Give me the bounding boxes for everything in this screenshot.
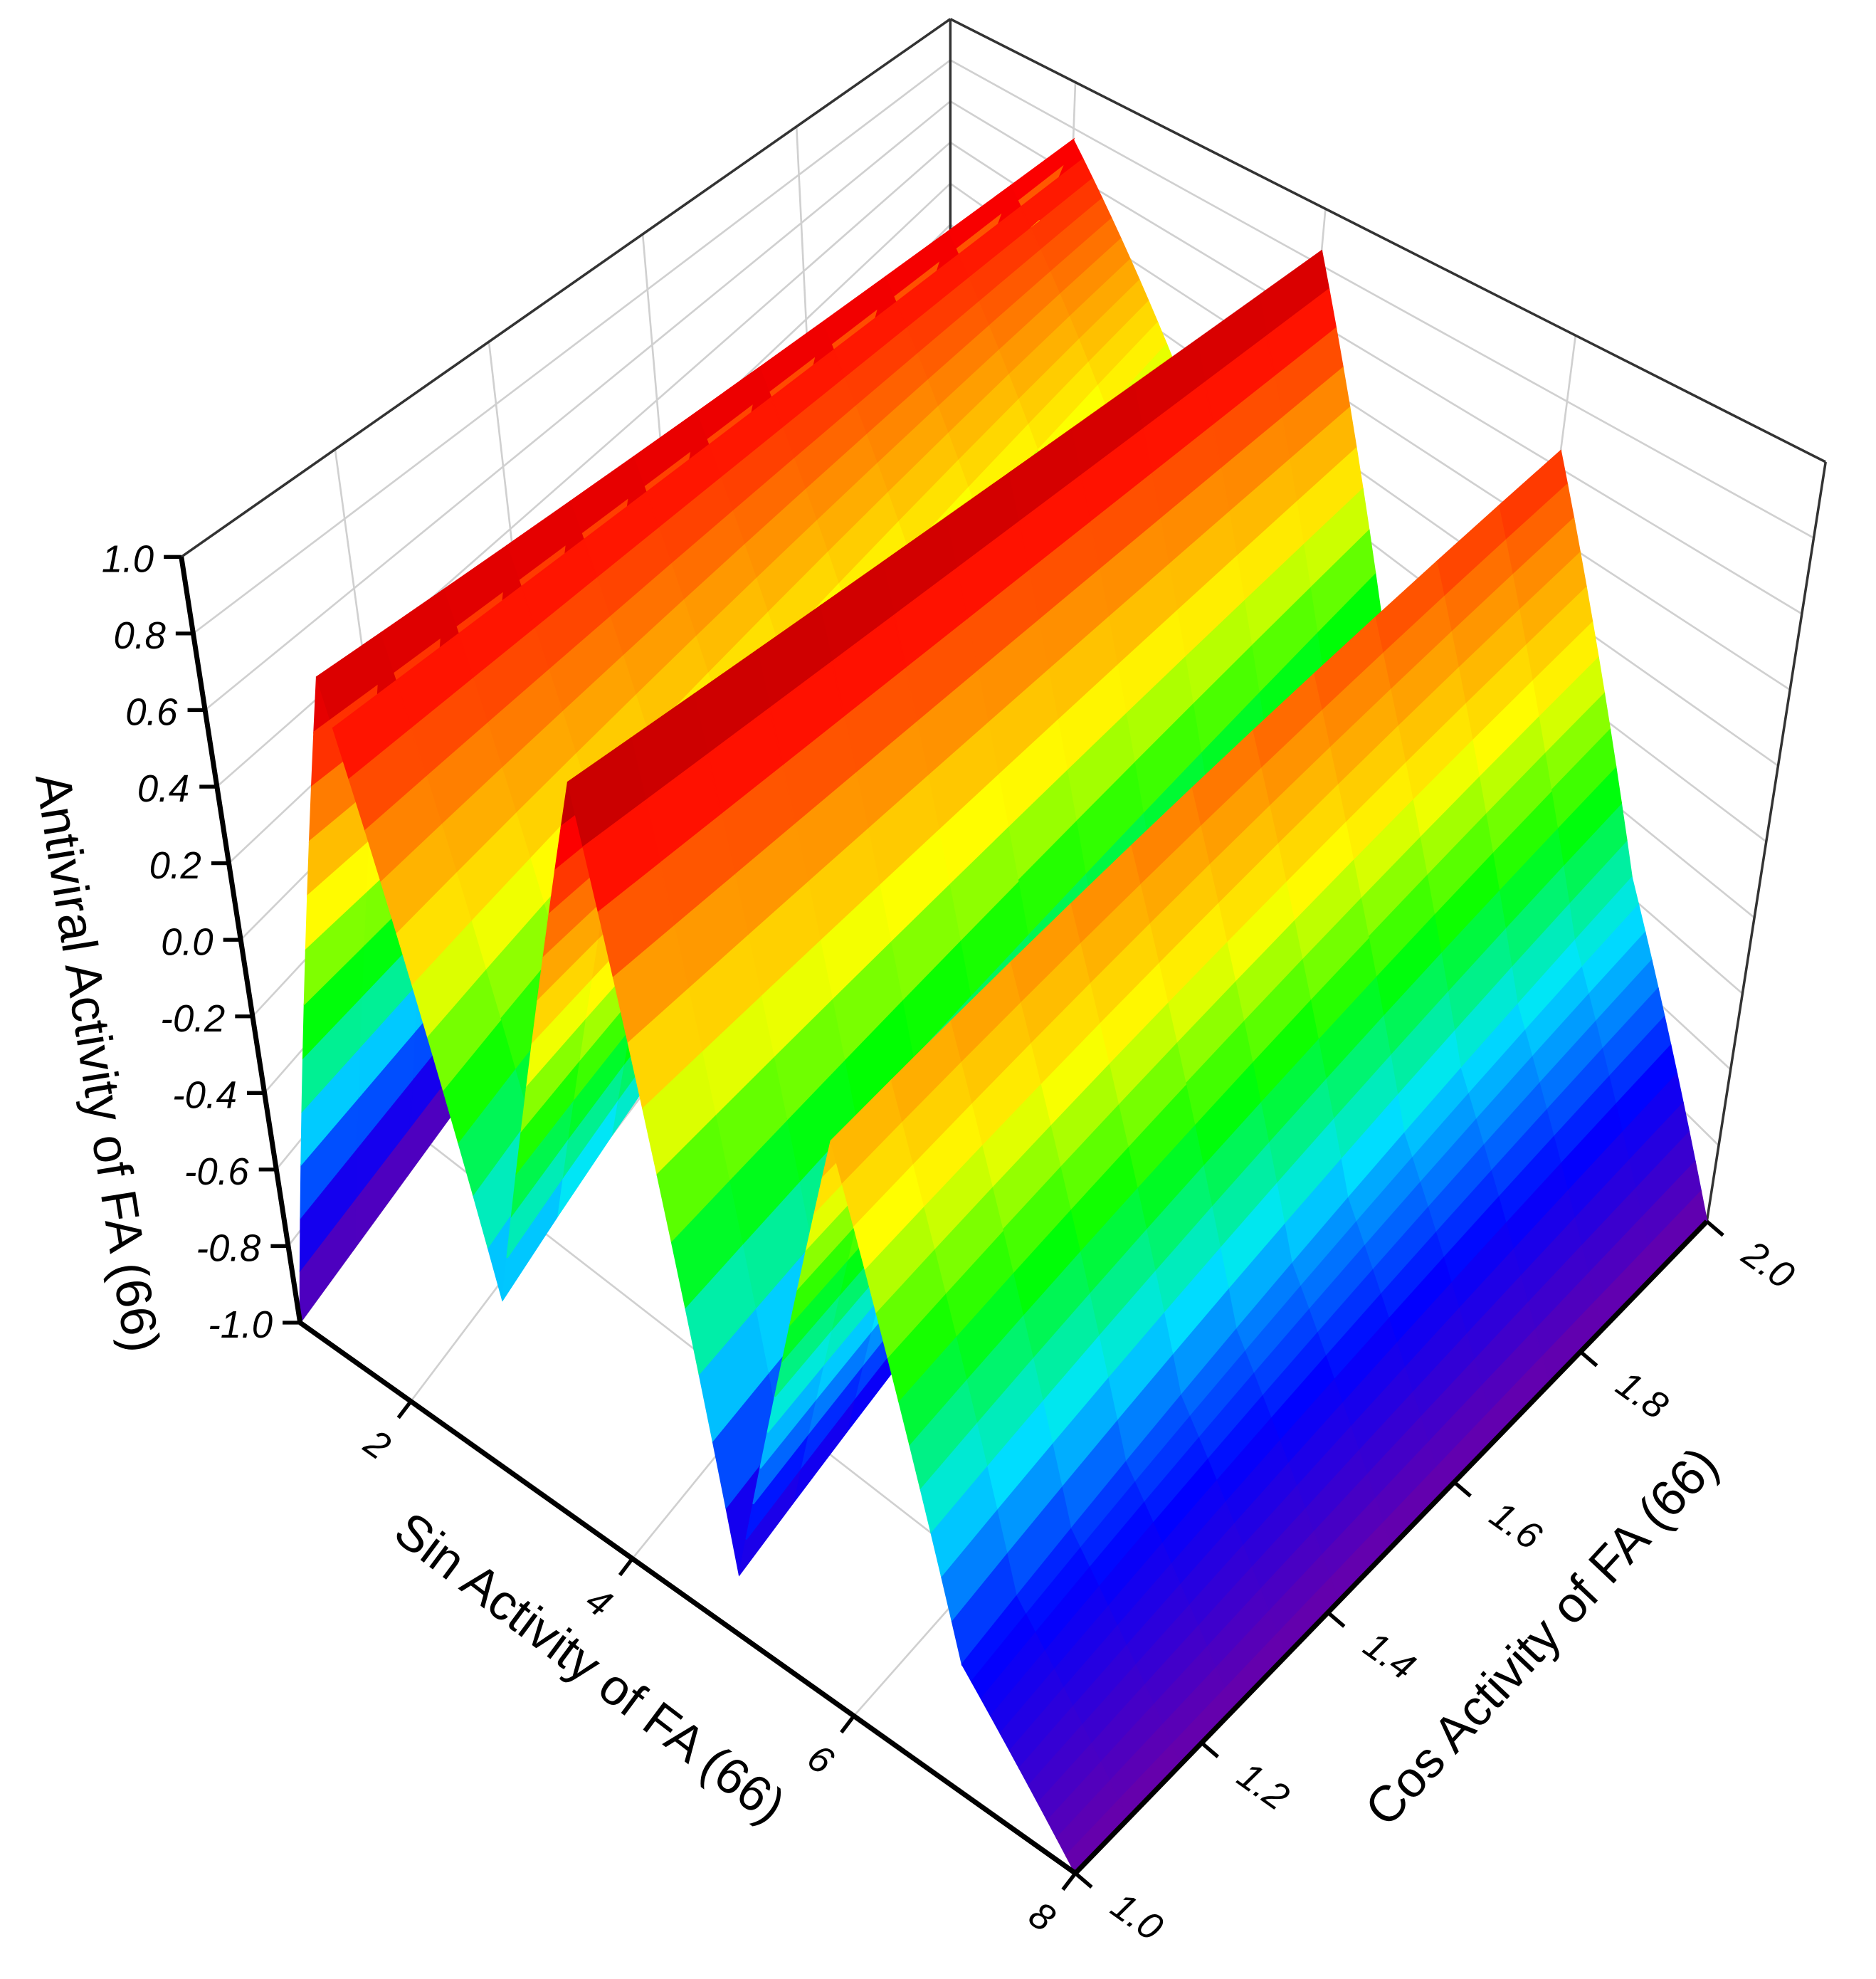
y-tick-label: 1.6	[1482, 1494, 1549, 1558]
x-tick-label: 6	[800, 1736, 841, 1783]
frame-edge	[1705, 461, 1827, 1222]
x-axis	[298, 1321, 1077, 1876]
z-tick-label: 0.6	[125, 691, 178, 733]
y-tick-label: 1.8	[1608, 1363, 1675, 1427]
x-tick-label: 4	[579, 1579, 620, 1626]
tick-mark	[1074, 1872, 1093, 1889]
y-tick-label: 2.0	[1734, 1232, 1802, 1298]
z-tick-label: -0.4	[172, 1074, 237, 1116]
tick-mark	[1453, 1481, 1472, 1498]
z-tick-label: 1.0	[102, 538, 154, 580]
x-tick-label: 2	[356, 1421, 397, 1468]
surface-patch	[520, 1019, 586, 1133]
grid-line	[204, 100, 952, 711]
y-tick-label: 1.0	[1104, 1884, 1171, 1949]
z-tick-label: 0.0	[161, 921, 214, 963]
tick-mark	[840, 1714, 855, 1734]
z-tick-label: 0.4	[137, 768, 189, 810]
z-tick-label: 0.8	[114, 615, 167, 657]
tick-mark	[396, 1400, 413, 1419]
tick-mark	[1579, 1350, 1598, 1368]
surface-patch	[875, 1249, 947, 1359]
y-tick-label: 1.2	[1230, 1754, 1297, 1819]
surface	[299, 137, 1708, 1875]
y-axis	[1073, 1219, 1709, 1875]
plot: -1.0 -0.8 -0.6 -0.4 -0.2 0.0 0.2 0.4 0.6 0.8 1.0 2 4…	[25, 18, 1827, 1949]
x-tick-label: 8	[1021, 1894, 1063, 1941]
surface-patch	[656, 1115, 730, 1243]
z-tick-label: -0.6	[184, 1151, 249, 1193]
grid-line	[949, 59, 1815, 539]
surface-patch	[303, 892, 367, 1006]
tick-mark	[618, 1557, 634, 1577]
tick-mark	[1061, 1872, 1077, 1891]
z-tick-label: -1.0	[208, 1304, 273, 1346]
frame-edge	[949, 18, 1827, 463]
z-tick-label: 0.2	[149, 845, 201, 887]
frame-edge	[180, 18, 952, 558]
z-tick-label: -0.8	[196, 1227, 261, 1269]
z-tick-label: -0.2	[160, 998, 225, 1040]
grid-line	[192, 59, 952, 634]
tick-mark	[1200, 1741, 1220, 1758]
surface-patch	[427, 969, 502, 1091]
tick-mark	[1705, 1219, 1724, 1237]
y-tick-label: 1.4	[1356, 1624, 1423, 1689]
tick-mark	[1327, 1611, 1346, 1628]
